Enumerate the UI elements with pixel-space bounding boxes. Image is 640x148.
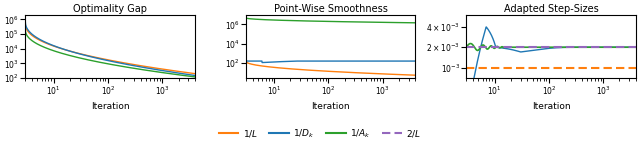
X-axis label: Iteration: Iteration xyxy=(311,102,350,111)
Title: Adapted Step-Sizes: Adapted Step-Sizes xyxy=(504,4,598,14)
Title: Optimality Gap: Optimality Gap xyxy=(73,4,147,14)
Legend: 1/$L$, 1/$D_k$, 1/$A_k$, 2/$L$: 1/$L$, 1/$D_k$, 1/$A_k$, 2/$L$ xyxy=(215,124,425,144)
X-axis label: Iteration: Iteration xyxy=(532,102,570,111)
Title: Point-Wise Smoothness: Point-Wise Smoothness xyxy=(274,4,388,14)
X-axis label: Iteration: Iteration xyxy=(91,102,129,111)
